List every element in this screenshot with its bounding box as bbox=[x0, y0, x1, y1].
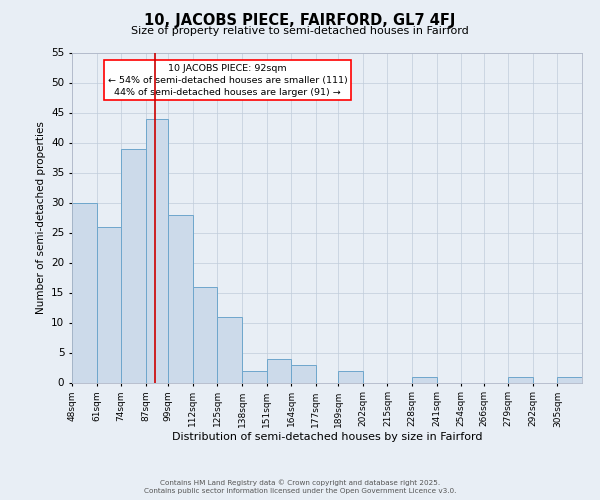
Bar bbox=[412, 376, 437, 382]
Bar bbox=[121, 148, 146, 382]
X-axis label: Distribution of semi-detached houses by size in Fairford: Distribution of semi-detached houses by … bbox=[172, 432, 482, 442]
Text: Contains HM Land Registry data © Crown copyright and database right 2025.
Contai: Contains HM Land Registry data © Crown c… bbox=[144, 480, 456, 494]
Text: 10, JACOBS PIECE, FAIRFORD, GL7 4FJ: 10, JACOBS PIECE, FAIRFORD, GL7 4FJ bbox=[145, 12, 455, 28]
Bar bbox=[266, 358, 291, 382]
Bar bbox=[291, 364, 316, 382]
Bar bbox=[193, 286, 217, 382]
Bar bbox=[217, 316, 242, 382]
Bar bbox=[557, 376, 582, 382]
Bar bbox=[97, 226, 121, 382]
Bar bbox=[338, 370, 363, 382]
Bar bbox=[508, 376, 533, 382]
Bar bbox=[242, 370, 266, 382]
Bar bbox=[146, 118, 169, 382]
Text: Size of property relative to semi-detached houses in Fairford: Size of property relative to semi-detach… bbox=[131, 26, 469, 36]
Bar bbox=[72, 202, 97, 382]
Text: 10 JACOBS PIECE: 92sqm
← 54% of semi-detached houses are smaller (111)
44% of se: 10 JACOBS PIECE: 92sqm ← 54% of semi-det… bbox=[107, 64, 347, 96]
Y-axis label: Number of semi-detached properties: Number of semi-detached properties bbox=[35, 121, 46, 314]
Bar bbox=[169, 214, 193, 382]
